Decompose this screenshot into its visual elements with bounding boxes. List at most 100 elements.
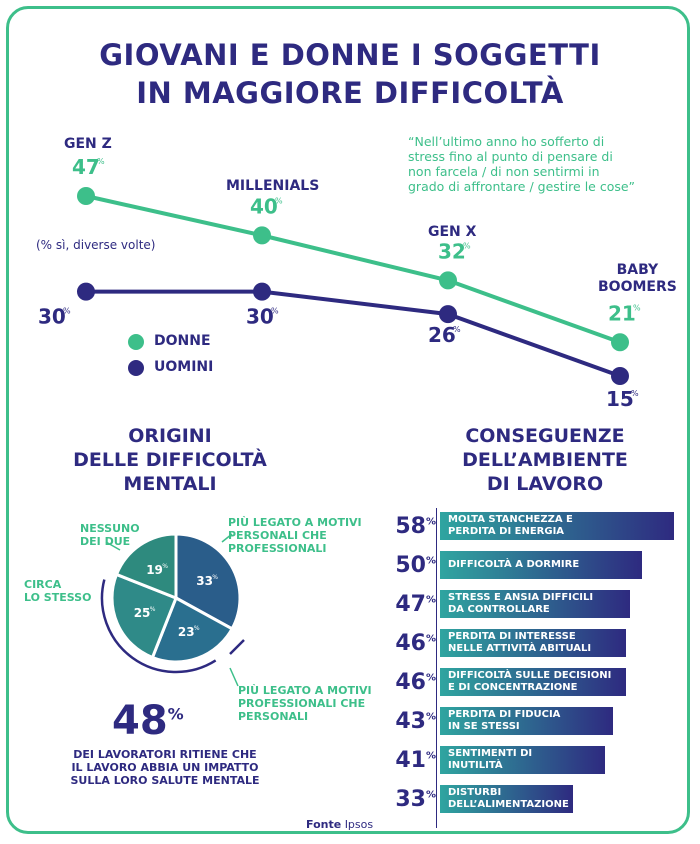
pie-value-3: 19 [146,563,163,577]
quote-line-3: non farcela / di non sentirmi in [408,164,600,179]
data-point-donne-2 [439,271,457,290]
bar-0: MOLTA STANCHEZZA E PERDITA DI ENERGIA [440,512,674,540]
gen-z-label: GEN Z [64,136,112,152]
pie-value-0: 33 [196,574,213,588]
legend-uomini-dot [128,360,144,376]
bar-6: SENTIMENTI DI INUTILITÀ [440,746,606,774]
title-line-1: GIOVANI E DONNE I SOGGETTI [99,38,601,72]
bar-label-2: STRESS E ANSIA DIFFICILI DA CONTROLLARE [448,592,593,616]
bar-label-7-line-1: DELL’ALIMENTAZIONE [448,799,569,810]
quote: “Nell’ultimo anno ho sofferto di stress … [408,134,635,194]
bar-value-unit-5: % [425,711,436,723]
title-line-2: IN MAGGIORE DIFFICOLTÀ [136,76,564,110]
pie-value-unit-1: % [194,625,200,632]
bar-1: DIFFICOLTÀ A DORMIRE [440,551,642,579]
data-label-donne-2: 32 [438,239,466,263]
bar-7: DISTURBI DELL’ALIMENTAZIONE [440,785,574,813]
data-label-donne-1: 40 [250,194,278,218]
source-label: Fonte [306,818,342,831]
bar-value-unit-4: % [425,672,436,684]
data-label-uomini-3: 15 [606,387,634,411]
data-point-uomini-1 [253,282,271,301]
bar-value-unit-2: % [425,594,436,606]
data-label-unit-uomini-3: % [631,389,639,398]
data-label-donne-3: 21 [608,301,636,325]
series-line-uomini [86,289,621,378]
bar-label-0-line-0: MOLTA STANCHEZZA E [448,514,573,525]
bar-value-0: 58% [386,514,436,539]
series-line-donne [85,194,621,345]
bar-label-4-line-1: E DI CONCENTRAZIONE [448,682,578,693]
pie-value-unit-3: % [162,563,168,570]
page-title: GIOVANI E DONNE I SOGGETTI IN MAGGIORE D… [0,36,700,112]
legend-donne-dot [128,334,144,350]
pie-connector-professionali [229,667,239,687]
data-label-unit-donne-2: % [463,241,471,250]
pie-label-stesso-1: CIRCA [24,578,62,591]
data-label-uomini-1: 30 [246,305,274,329]
data-label-unit-donne-1: % [275,196,283,205]
bar-label-4: DIFFICOLTÀ SULLE DECISIONI E DI CONCENTRA… [448,670,611,694]
bar-label-0: MOLTA STANCHEZZA E PERDITA DI ENERGIA [448,514,573,538]
bar-value-number-1: 50 [395,553,426,578]
pie-value-2: 25 [134,606,151,620]
bar-value-unit-0: % [425,516,436,528]
chart-note: (% sì, diverse volte) [36,238,156,252]
legend-donne-label: DONNE [154,333,211,349]
pie-title-line-2: DELLE DIFFICOLTÀ [73,449,267,471]
data-point-uomini-2 [439,305,457,324]
quote-line-2: stress fino al punto di pensare di [408,149,613,164]
bar-label-3: PERDITA DI INTERESSE NELLE ATTIVITÀ ABITU… [448,631,591,655]
bar-value-number-3: 46 [395,631,426,656]
bar-value-4: 46% [386,670,436,695]
bar-label-7-line-0: DISTURBI [448,787,502,798]
bar-value-unit-6: % [425,750,436,762]
bar-label-7: DISTURBI DELL’ALIMENTAZIONE [448,787,569,811]
pie-chart: 33 %23 %25 %19% [100,532,245,687]
pie-value-unit-2: % [150,606,156,613]
pie-label-professionali: PIÙ LEGATO A MOTIVI PROFESSIONALI CHE PE… [238,684,372,723]
pie-label-personali-2: PERSONALI CHE [228,529,327,542]
data-point-uomini-3 [611,367,629,385]
source-name: Ipsos [344,818,374,831]
bar-label-2-line-0: STRESS E ANSIA DIFFICILI [448,592,594,603]
pie-value-1: 23 [178,625,195,639]
bar-value-3: 46% [386,631,436,656]
pie-connector-nessuno [105,541,121,551]
data-point-uomini-0 [77,282,95,301]
bar-value-7: 33% [386,787,436,812]
pie-connector-personali [221,533,233,543]
pie-label-personali-1: PIÙ LEGATO A MOTIVI [228,516,362,529]
bar-value-number-6: 41 [395,748,426,773]
bar-value-2: 47% [386,592,436,617]
baby-boomers-line-2: BOOMERS [598,279,677,295]
bar-value-1: 50% [386,553,436,578]
stat-48-caption: DEI LAVORATORI RITIENE CHE IL LAVORO ABB… [40,748,290,787]
bar-value-number-2: 47 [395,592,426,617]
baby-boomers-label: BABY BOOMERS [598,262,677,296]
bars-title-line-2: DELL’AMBIENTE [462,449,628,471]
bar-2: STRESS E ANSIA DIFFICILI DA CONTROLLARE [440,590,630,618]
data-label-donne-0: 47 [72,155,100,179]
pie-label-nessuno-2: DEI DUE [80,535,131,548]
data-label-uomini-0: 30 [38,305,66,329]
bar-value-6: 41% [386,748,436,773]
pie-title: ORIGINI DELLE DIFFICOLTÀ MENTALI [60,424,280,496]
bar-3: PERDITA DI INTERESSE NELLE ATTIVITÀ ABITU… [440,629,626,657]
data-label-unit-donne-3: % [633,303,641,312]
bar-value-number-0: 58 [395,514,426,539]
bar-5: PERDITA DI FIDUCIA IN SE STESSI [440,707,614,735]
line-chart: 47%40%32%21%30% 30%26%15% [38,155,641,411]
quote-line-4: grado di affrontare / gestire le cose” [408,179,636,194]
pie-label-personali-3: PROFESSIONALI [228,542,327,555]
data-point-donne-0 [77,187,95,205]
pie-label-nessuno-1: NESSUNO [80,522,140,535]
pie-slice-3 [114,532,178,601]
bar-label-1-line-0: DIFFICOLTÀ A DORMIRE [448,559,580,570]
data-point-donne-3 [611,333,629,352]
quote-line-1: “Nell’ultimo anno ho sofferto di [408,134,605,149]
pie-label-stesso: CIRCA LO STESSO [24,578,91,604]
bar-label-5-line-0: PERDITA DI FIDUCIA [448,709,561,720]
pie-label-personali: PIÙ LEGATO A MOTIVI PERSONALI CHE PROFES… [228,516,362,555]
bar-value-number-4: 46 [395,670,426,695]
